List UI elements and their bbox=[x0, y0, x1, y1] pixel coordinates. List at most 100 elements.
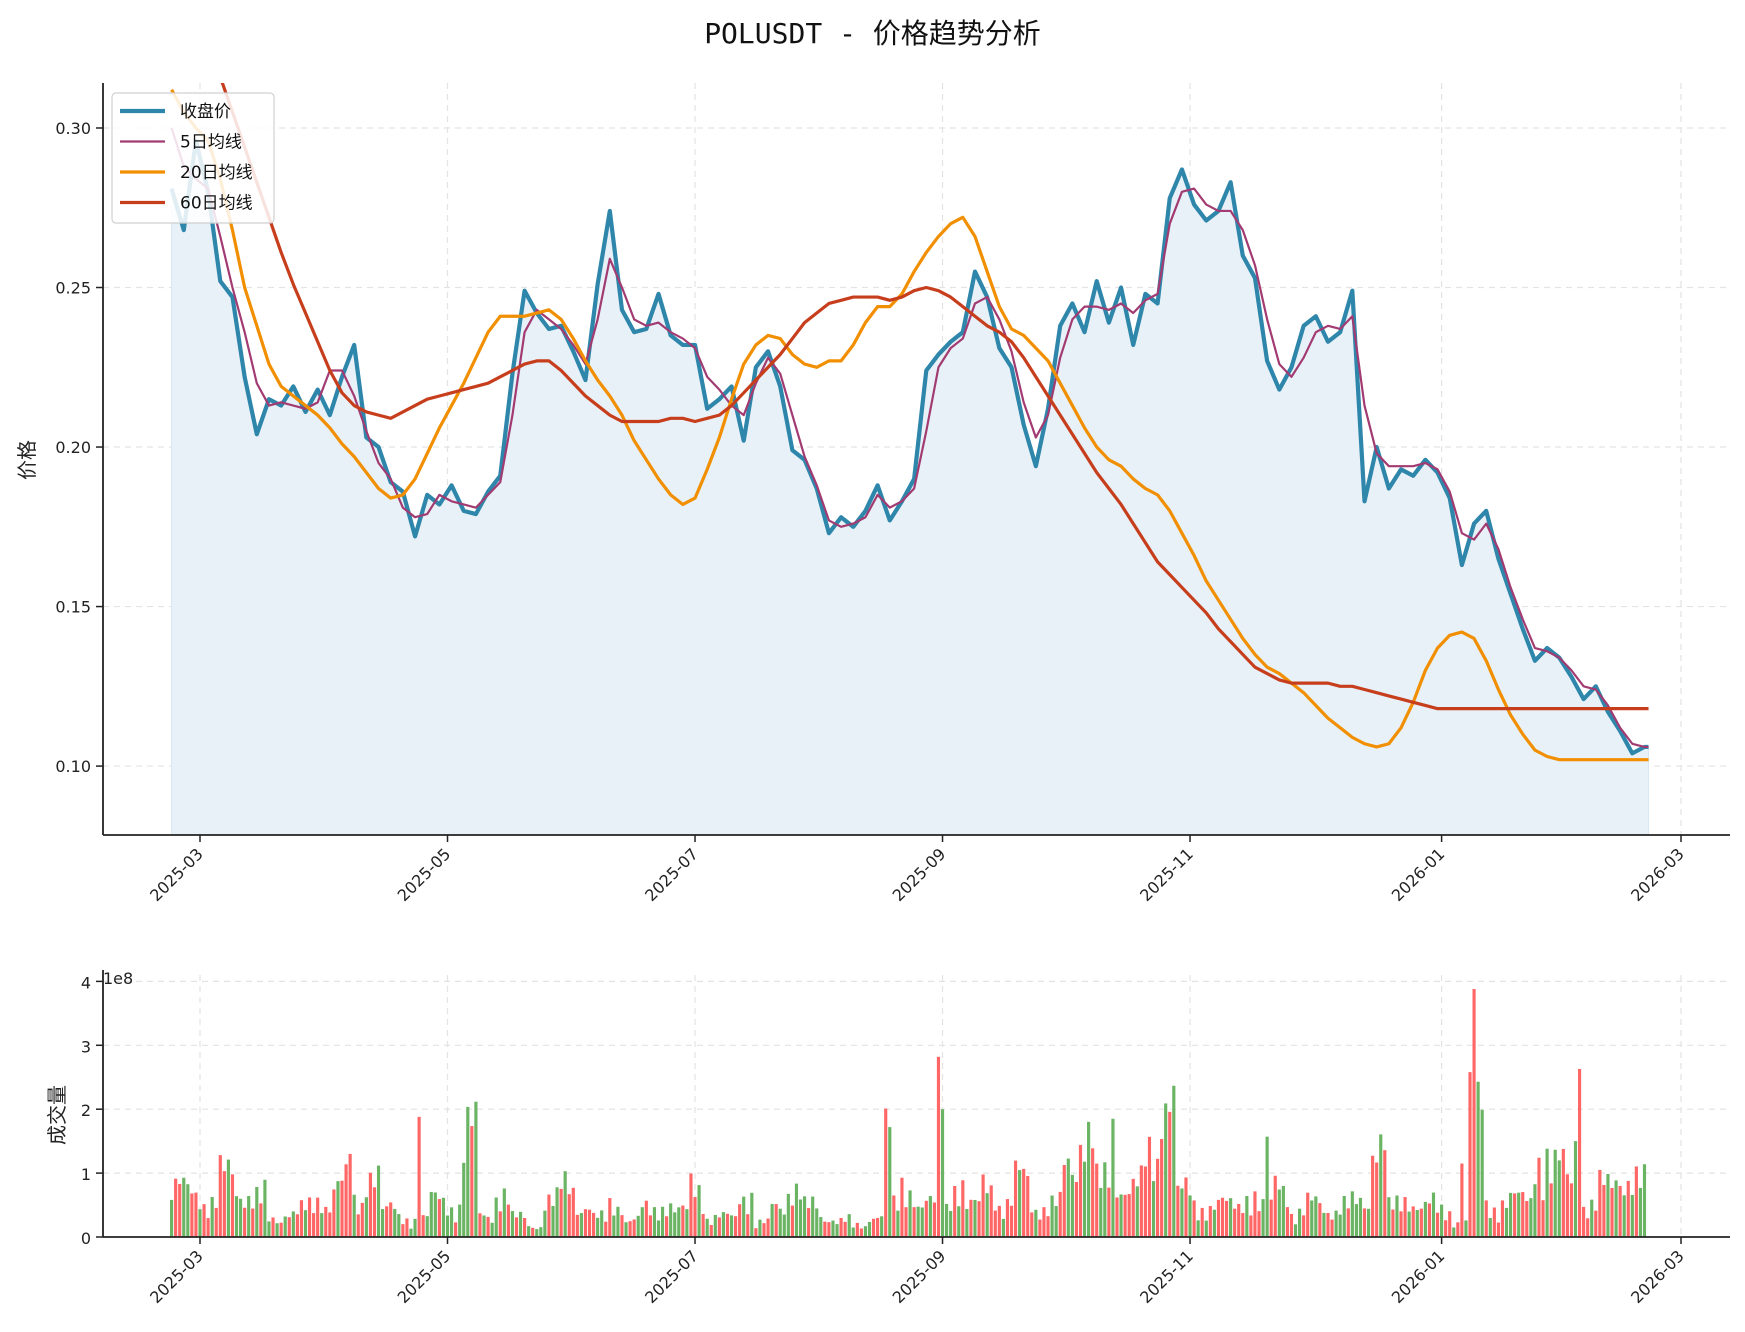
volume-bar bbox=[502, 1188, 506, 1237]
volume-bar bbox=[908, 1190, 912, 1237]
volume-bar bbox=[527, 1226, 531, 1237]
ma5-line bbox=[170, 127, 1649, 749]
price-lines bbox=[169, 83, 1649, 762]
volume-bar bbox=[1257, 1211, 1261, 1237]
close-price-line bbox=[169, 138, 1649, 756]
volume-bar bbox=[454, 1222, 458, 1237]
volume-bar bbox=[819, 1217, 823, 1237]
volume-bar bbox=[490, 1222, 494, 1237]
volume-bar bbox=[932, 1202, 936, 1237]
volume-bar bbox=[624, 1222, 628, 1237]
volume-bar bbox=[1192, 1200, 1196, 1237]
volume-bar bbox=[1107, 1187, 1111, 1237]
volume-bar bbox=[1642, 1164, 1647, 1237]
volume-bar bbox=[441, 1197, 446, 1237]
volume-bar bbox=[1594, 1210, 1598, 1237]
volume-bar bbox=[1127, 1194, 1131, 1237]
volume-bar bbox=[596, 1217, 600, 1237]
volume-bar bbox=[855, 1222, 859, 1237]
volume-bar bbox=[425, 1216, 429, 1237]
volume-bar bbox=[437, 1199, 441, 1237]
ma60-line bbox=[220, 83, 1649, 711]
y-tick-label: 0.15 bbox=[55, 598, 91, 617]
volume-bar bbox=[1200, 1207, 1204, 1237]
x-tick-label: 2025-11 bbox=[1136, 1246, 1197, 1307]
y-tick-label: 0.30 bbox=[55, 119, 91, 138]
volume-bar bbox=[1440, 1204, 1444, 1237]
volume-bar bbox=[478, 1213, 482, 1237]
volume-bar bbox=[1285, 1207, 1290, 1237]
volume-bar bbox=[344, 1164, 348, 1237]
volume-bar bbox=[705, 1218, 709, 1237]
volume-bar bbox=[1468, 1072, 1472, 1237]
volume-bar bbox=[312, 1213, 316, 1237]
volume-bar bbox=[762, 1223, 766, 1237]
volume-bar bbox=[506, 1204, 510, 1237]
volume-bar bbox=[774, 1204, 778, 1237]
volume-bar bbox=[234, 1196, 239, 1237]
volume-bar bbox=[1330, 1219, 1334, 1237]
volume-bar bbox=[1119, 1194, 1123, 1237]
volume-bar bbox=[551, 1205, 555, 1237]
volume-bar bbox=[628, 1221, 632, 1237]
volume-bar bbox=[957, 1206, 961, 1237]
volume-bar bbox=[1358, 1197, 1363, 1237]
volume-bar bbox=[1131, 1178, 1135, 1237]
volume-bar bbox=[1545, 1148, 1549, 1237]
volume-bar bbox=[1302, 1215, 1306, 1237]
volume-bar bbox=[936, 1056, 941, 1237]
volume-bar bbox=[1030, 1212, 1034, 1237]
volume-bar bbox=[393, 1208, 397, 1237]
volume-bar bbox=[656, 1220, 661, 1237]
volume-bar bbox=[482, 1215, 486, 1237]
volume-bar bbox=[1261, 1199, 1265, 1237]
y-tick-label: 0.20 bbox=[55, 438, 91, 457]
volume-bar bbox=[786, 1193, 790, 1237]
volume-bar bbox=[794, 1183, 799, 1237]
volume-bar bbox=[413, 1218, 417, 1237]
volume-bar bbox=[721, 1212, 726, 1237]
volume-bar bbox=[1411, 1206, 1415, 1237]
x-tick-label: 2026-01 bbox=[1388, 1246, 1449, 1307]
volume-bar bbox=[1371, 1155, 1375, 1237]
volume-bar bbox=[170, 1199, 174, 1237]
volume-bar bbox=[717, 1217, 721, 1237]
volume-bar bbox=[466, 1106, 470, 1237]
volume-bar bbox=[316, 1197, 320, 1237]
volume-bar bbox=[1046, 1216, 1050, 1237]
volume-bar bbox=[543, 1210, 547, 1237]
legend-label: 20日均线 bbox=[180, 163, 253, 183]
volume-bar bbox=[1314, 1196, 1318, 1237]
volume-bar bbox=[1346, 1208, 1350, 1237]
x-tick-label: 2025-03 bbox=[146, 844, 207, 905]
legend-label: 60日均线 bbox=[180, 194, 253, 214]
volume-bar bbox=[677, 1207, 681, 1237]
volume-bar bbox=[218, 1155, 222, 1237]
volume-bar bbox=[174, 1178, 178, 1237]
volume-bar bbox=[1050, 1195, 1054, 1237]
volume-bar bbox=[1500, 1200, 1505, 1237]
volume-bar bbox=[1480, 1109, 1484, 1237]
volume-bar bbox=[831, 1220, 835, 1237]
x-tick-label: 2026-03 bbox=[1627, 844, 1688, 905]
volume-bar bbox=[535, 1229, 539, 1237]
volume-bar bbox=[1253, 1191, 1257, 1237]
volume-bar bbox=[778, 1208, 782, 1237]
volume-bar bbox=[376, 1165, 381, 1237]
volume-bar bbox=[758, 1219, 762, 1237]
volume-bar bbox=[920, 1207, 924, 1237]
volume-bar bbox=[567, 1194, 571, 1237]
volume-bar bbox=[1387, 1197, 1391, 1237]
volume-bar bbox=[514, 1217, 519, 1237]
volume-bar bbox=[1326, 1212, 1330, 1237]
volume-bar bbox=[1139, 1165, 1143, 1237]
volume-bar bbox=[1399, 1211, 1403, 1237]
volume-bar bbox=[1431, 1192, 1436, 1237]
volume-bar bbox=[807, 1208, 811, 1237]
volume-bar bbox=[385, 1206, 389, 1237]
volume-bar bbox=[750, 1192, 754, 1237]
volume-bar bbox=[1062, 1165, 1066, 1237]
volume-bar bbox=[1460, 1163, 1464, 1237]
volume-bar bbox=[462, 1162, 466, 1237]
volume-bar bbox=[1273, 1175, 1277, 1237]
